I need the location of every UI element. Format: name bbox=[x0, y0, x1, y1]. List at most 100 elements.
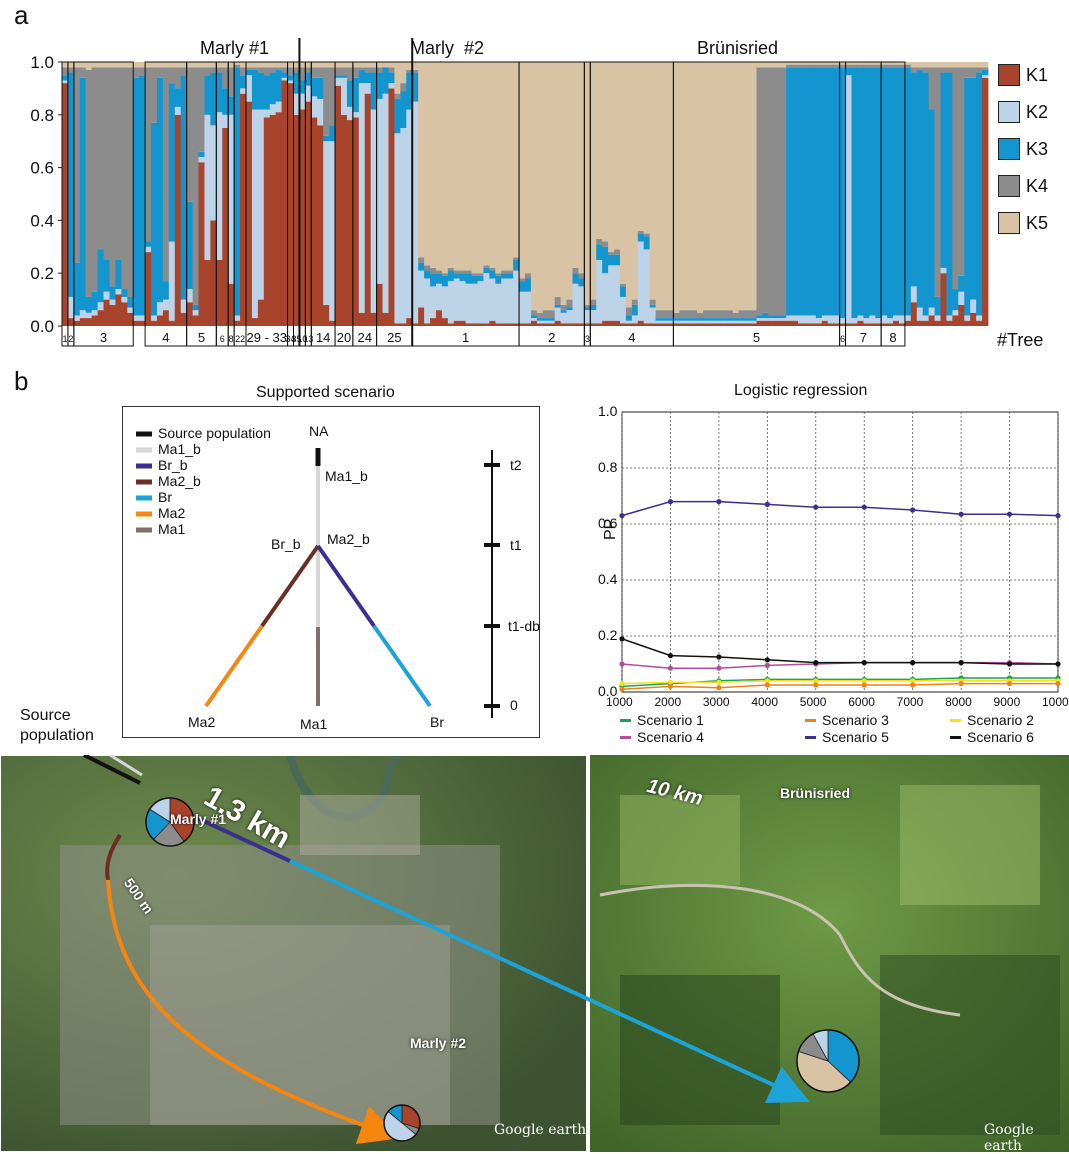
bar-segment-k4 bbox=[430, 267, 437, 274]
bar-segment-k3 bbox=[400, 91, 407, 128]
data-point bbox=[910, 678, 916, 684]
x-tick-label: 6000 bbox=[848, 695, 875, 709]
tree-label: 25 bbox=[387, 330, 401, 345]
data-point bbox=[813, 678, 819, 684]
bar-segment-k4 bbox=[287, 67, 294, 76]
bar-segment-k2 bbox=[976, 315, 983, 321]
bar-segment-k1 bbox=[406, 318, 413, 326]
bar-segment-k5 bbox=[869, 62, 876, 65]
structure-bar bbox=[519, 62, 526, 326]
bar-segment-k5 bbox=[109, 62, 116, 68]
bar-segment-k4 bbox=[910, 67, 918, 73]
bar-segment-k5 bbox=[305, 62, 312, 68]
structure-bar bbox=[922, 62, 930, 326]
structure-bar bbox=[323, 62, 330, 326]
structure-bar bbox=[845, 62, 852, 326]
bar-segment-k4 bbox=[483, 265, 490, 268]
bar-segment-k5 bbox=[756, 62, 763, 68]
bar-segment-k4 bbox=[507, 270, 514, 274]
structure-bar bbox=[685, 62, 692, 326]
bar-segment-k3 bbox=[192, 304, 199, 311]
bar-segment-k3 bbox=[73, 262, 81, 316]
bar-segment-k5 bbox=[881, 62, 888, 65]
bar-segment-k5 bbox=[922, 62, 930, 68]
bar-segment-k5 bbox=[958, 62, 965, 68]
bar-segment-k3 bbox=[881, 67, 888, 316]
structure-bar bbox=[970, 62, 977, 326]
bar-segment-k3 bbox=[352, 77, 360, 113]
tree-label-ma2-b: Ma2_b bbox=[327, 531, 370, 547]
structure-bar bbox=[697, 62, 704, 326]
bar-segment-k5 bbox=[228, 62, 235, 68]
bar-segment-k5 bbox=[744, 62, 751, 311]
bar-segment-k3 bbox=[507, 273, 514, 279]
bar-segment-k1 bbox=[145, 252, 152, 326]
bar-segment-k2 bbox=[79, 310, 87, 319]
structure-bar bbox=[370, 62, 378, 326]
structure-bar bbox=[952, 62, 959, 326]
bar-segment-k3 bbox=[228, 96, 235, 115]
logreg-legend-swatch bbox=[805, 718, 816, 722]
structure-bar bbox=[216, 62, 223, 326]
bar-segment-k4 bbox=[317, 67, 324, 78]
tree-label: 1 bbox=[462, 330, 469, 345]
bar-segment-k1 bbox=[305, 101, 312, 326]
bar-segment-k5 bbox=[904, 62, 912, 65]
bar-segment-k1 bbox=[732, 323, 740, 326]
bar-segment-k1 bbox=[780, 320, 787, 326]
bar-segment-k5 bbox=[97, 62, 104, 68]
bar-segment-k1 bbox=[519, 323, 526, 326]
pop-label-brunisried: Brünisried bbox=[697, 38, 779, 58]
data-point bbox=[861, 504, 867, 510]
structure-bar bbox=[827, 62, 835, 326]
logreg-legend-item: Scenario 2 bbox=[950, 712, 1034, 728]
bar-segment-k5 bbox=[614, 62, 621, 250]
bar-segment-k5 bbox=[257, 62, 265, 68]
structure-bar bbox=[608, 62, 615, 326]
bar-segment-k1 bbox=[447, 323, 455, 326]
bar-segment-k4 bbox=[293, 67, 300, 73]
bar-segment-k4 bbox=[97, 67, 104, 250]
bar-segment-k2 bbox=[928, 307, 935, 316]
legend-swatch bbox=[998, 101, 1020, 123]
bar-segment-k1 bbox=[251, 318, 259, 326]
source-pointer bbox=[83, 755, 141, 785]
bar-segment-k2 bbox=[305, 85, 312, 102]
bar-segment-k4 bbox=[471, 273, 478, 276]
bar-segment-k1 bbox=[62, 83, 69, 327]
bar-segment-k1 bbox=[691, 323, 698, 326]
bar-segment-k4 bbox=[738, 310, 746, 319]
tree-label: 4 bbox=[628, 330, 635, 345]
bar-segment-k4 bbox=[513, 257, 520, 260]
bar-segment-k3 bbox=[786, 67, 793, 316]
bar-segment-k2 bbox=[151, 315, 158, 321]
legend-label: K5 bbox=[1026, 212, 1049, 233]
structure-bar bbox=[406, 62, 413, 326]
bar-segment-k1 bbox=[970, 312, 977, 326]
bar-segment-k5 bbox=[697, 62, 704, 313]
bar-segment-k1 bbox=[180, 312, 188, 326]
data-point bbox=[667, 683, 674, 689]
fields bbox=[620, 795, 740, 885]
bar-segment-k1 bbox=[67, 318, 75, 326]
structure-bar bbox=[596, 62, 603, 326]
structure-bar bbox=[732, 62, 740, 326]
structure-bar bbox=[228, 62, 235, 326]
bar-segment-k3 bbox=[720, 318, 728, 321]
bar-segment-k2 bbox=[447, 281, 455, 324]
structure-bar bbox=[525, 62, 532, 326]
bar-segment-k3 bbox=[744, 318, 751, 321]
bar-segment-k1 bbox=[323, 304, 330, 326]
bar-segment-k3 bbox=[536, 318, 544, 321]
bar-segment-k3 bbox=[691, 318, 698, 321]
structure-bar bbox=[958, 62, 965, 326]
bar-segment-k5 bbox=[441, 62, 449, 274]
bar-segment-k3 bbox=[809, 67, 817, 316]
structure-bar bbox=[750, 62, 757, 326]
bar-segment-k5 bbox=[584, 62, 591, 305]
bar-segment-k1 bbox=[103, 299, 110, 326]
structure-bar bbox=[709, 62, 716, 326]
bar-segment-k5 bbox=[946, 62, 953, 68]
bar-segment-k5 bbox=[845, 62, 852, 65]
structure-bar bbox=[394, 62, 401, 326]
